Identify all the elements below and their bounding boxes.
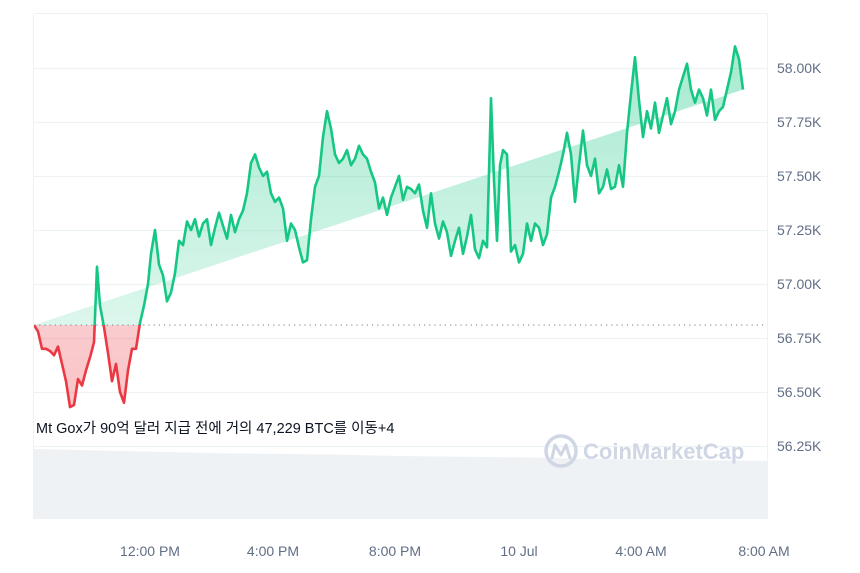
y-axis: 58.00K 57.75K 57.50K 57.25K 57.00K 56.75K 56.5…: [777, 60, 822, 454]
y-tick-label: 56.25K: [777, 438, 822, 454]
x-tick-label: 8:00 PM: [369, 543, 421, 559]
x-axis: 12:00 PM 4:00 PM 8:00 PM 10 Jul 4:00 AM 8:00 …: [120, 543, 790, 559]
plot-frame: [33, 13, 768, 519]
y-tick-label: 56.50K: [777, 384, 822, 400]
coinmarketcap-logo-icon: [544, 434, 578, 468]
watermark-text: CoinMarketCap: [583, 439, 744, 464]
y-tick-label: 57.50K: [777, 168, 822, 184]
volume-bars: [34, 449, 767, 519]
price-line: [34, 45, 745, 409]
x-tick-label: 4:00 PM: [247, 543, 299, 559]
price-area: [34, 46, 743, 408]
y-tick-label: 58.00K: [777, 60, 822, 76]
coinmarketcap-watermark: CoinMarketCap: [544, 434, 744, 468]
x-tick-label: 8:00 AM: [738, 543, 789, 559]
news-annotation[interactable]: Mt Gox가 90억 달러 지급 전에 거의 47,229 BTC를 이동+4: [36, 420, 394, 437]
x-tick-label: 12:00 PM: [120, 543, 180, 559]
y-tick-label: 57.00K: [777, 276, 822, 292]
x-tick-label: 4:00 AM: [615, 543, 666, 559]
y-tick-label: 57.25K: [777, 222, 822, 238]
x-tick-label: 10 Jul: [500, 543, 537, 559]
y-tick-label: 56.75K: [777, 330, 822, 346]
y-tick-label: 57.75K: [777, 114, 822, 130]
